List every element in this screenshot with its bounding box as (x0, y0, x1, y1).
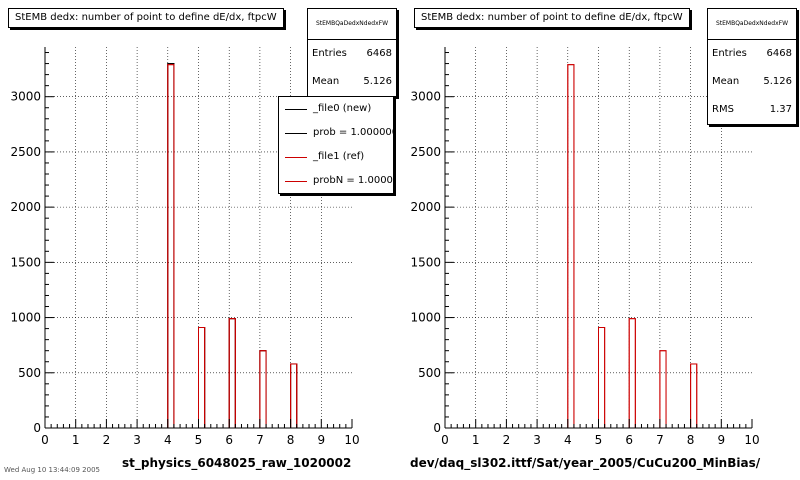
left-x-axis-label: st_physics_6048025_raw_1020002 (122, 456, 352, 470)
right-stats-row-rms: RMS 1.37 (708, 96, 796, 124)
legend-label-file1: _file1 (ref) (313, 151, 365, 162)
left-y-tick-label: 3000 (10, 90, 41, 104)
right-stats-box: StEMBQaDedxNdedxFW Entries 6468 Mean 5.1… (707, 8, 797, 125)
left-y-tick-label: 1000 (10, 311, 41, 325)
left-x-tick-label: 4 (164, 433, 172, 447)
left-x-tick-label: 2 (103, 433, 111, 447)
right-stats-entries-label: Entries (712, 48, 747, 59)
legend-line-probn (285, 181, 307, 182)
right-x-tick-label: 1 (472, 433, 480, 447)
legend-line-file0 (285, 109, 307, 110)
left-histogram-plot: 0 1 2 3 4 5 6 7 8 9 10 0 500 1000 1500 2000 2500 3000 (10, 47, 360, 447)
left-stats-mean-value: 5.126 (363, 76, 392, 87)
left-stats-name: StEMBQaDedxNdedxFW (308, 9, 396, 40)
right-stats-mean-label: Mean (712, 76, 740, 87)
right-stats-name: StEMBQaDedxNdedxFW (708, 9, 796, 40)
left-stats-entries-value: 6468 (366, 48, 392, 59)
right-stats-row-entries: Entries 6468 (708, 40, 796, 68)
left-y-tick-label: 0 (33, 421, 41, 435)
right-histogram-plot: 0 1 2 3 4 5 6 7 8 9 10 0 500 1000 1500 2000 2500 3000 (410, 47, 760, 447)
legend-entry-file1: _file1 (ref) (279, 145, 393, 169)
right-y-tick-label: 500 (418, 366, 441, 380)
left-x-tick-label: 3 (133, 433, 141, 447)
left-stats-mean-label: Mean (312, 76, 340, 87)
right-series-0-bar (690, 363, 698, 429)
right-y-tick-label: 1500 (410, 255, 441, 269)
left-legend-box: _file0 (new) prob = 1.000000 _file1 (ref… (278, 96, 394, 194)
left-series-0-bar (198, 327, 206, 429)
right-stats-entries-value: 6468 (766, 48, 792, 59)
right-y-tick-label: 2500 (410, 145, 441, 159)
left-x-tick-label: 0 (41, 433, 49, 447)
right-x-tick-label: 3 (533, 433, 541, 447)
right-y-tick-label: 0 (433, 421, 441, 435)
left-series-1-bar (259, 350, 267, 429)
legend-label-file0: _file0 (new) (313, 103, 372, 114)
left-y-tick-label: 2500 (10, 145, 41, 159)
left-x-tick-label: 6 (225, 433, 233, 447)
right-histogram-title: StEMB dedx: number of point to define dE… (414, 8, 690, 28)
right-histogram-panel: 0 1 2 3 4 5 6 7 8 9 10 0 500 1000 1500 2000 2500 3000 StE… (400, 0, 800, 470)
left-series-0-bar (290, 363, 298, 429)
right-x-tick-label: 5 (595, 433, 603, 447)
right-series-0-bar (659, 350, 667, 429)
left-x-tick-label: 7 (256, 433, 264, 447)
left-stats-row-mean: Mean 5.126 (308, 68, 396, 96)
legend-label-prob: prob = 1.000000 (313, 127, 394, 138)
right-y-tick-label: 3000 (410, 90, 441, 104)
left-histogram-panel: 0 1 2 3 4 5 6 7 8 9 10 0 500 1000 1500 2000 2500 3000 StE… (0, 0, 400, 470)
left-series-0-bar (259, 350, 267, 429)
right-stats-rms-label: RMS (712, 104, 734, 115)
left-series-1-bar (228, 318, 236, 429)
right-x-tick-label: 0 (441, 433, 449, 447)
left-x-tick-label: 8 (287, 433, 295, 447)
right-y-tick-label: 2000 (410, 200, 441, 214)
legend-entry-file0: _file0 (new) (279, 97, 393, 121)
left-x-tick-label: 10 (344, 433, 359, 447)
legend-line-file1 (285, 157, 307, 158)
left-y-tick-label: 500 (18, 366, 41, 380)
footer-timestamp: Wed Aug 10 13:44:09 2005 (4, 466, 100, 474)
left-stats-box: StEMBQaDedxNdedxFW Entries 6468 Mean 5.1… (307, 8, 397, 97)
right-series-0-bar (598, 327, 606, 429)
left-x-tick-label: 9 (317, 433, 325, 447)
left-series-1-bar (290, 363, 298, 429)
left-y-tick-label: 1500 (10, 255, 41, 269)
right-series-0-bar (628, 318, 636, 429)
left-histogram-title: StEMB dedx: number of point to define dE… (8, 8, 284, 28)
right-x-tick-label: 4 (564, 433, 572, 447)
legend-entry-probn: probN = 1.000000 (279, 169, 393, 193)
right-x-tick-label: 6 (625, 433, 633, 447)
left-series-1-bar (198, 327, 206, 429)
right-stats-rms-value: 1.37 (769, 104, 792, 115)
left-series-1-bar (167, 64, 175, 429)
right-stats-mean-value: 5.126 (763, 76, 792, 87)
left-x-tick-label: 1 (72, 433, 80, 447)
right-x-tick-label: 9 (717, 433, 725, 447)
left-series-0-bar (167, 63, 175, 429)
left-stats-entries-label: Entries (312, 48, 347, 59)
legend-entry-prob: prob = 1.000000 (279, 121, 393, 145)
legend-label-probn: probN = 1.000000 (313, 175, 393, 186)
right-x-tick-label: 7 (656, 433, 664, 447)
right-stats-row-mean: Mean 5.126 (708, 68, 796, 96)
left-stats-row-entries: Entries 6468 (308, 40, 396, 68)
right-x-tick-label: 10 (744, 433, 759, 447)
left-x-tick-label: 5 (195, 433, 203, 447)
legend-line-prob (285, 133, 307, 134)
left-y-tick-label: 2000 (10, 200, 41, 214)
left-series-0-bar (228, 318, 236, 429)
right-y-tick-label: 1000 (410, 311, 441, 325)
right-x-tick-label: 8 (687, 433, 695, 447)
right-x-tick-label: 2 (503, 433, 511, 447)
right-series-0-bar (567, 64, 575, 429)
right-x-axis-label: dev/daq_sl302.ittf/Sat/year_2005/CuCu200… (410, 456, 761, 470)
